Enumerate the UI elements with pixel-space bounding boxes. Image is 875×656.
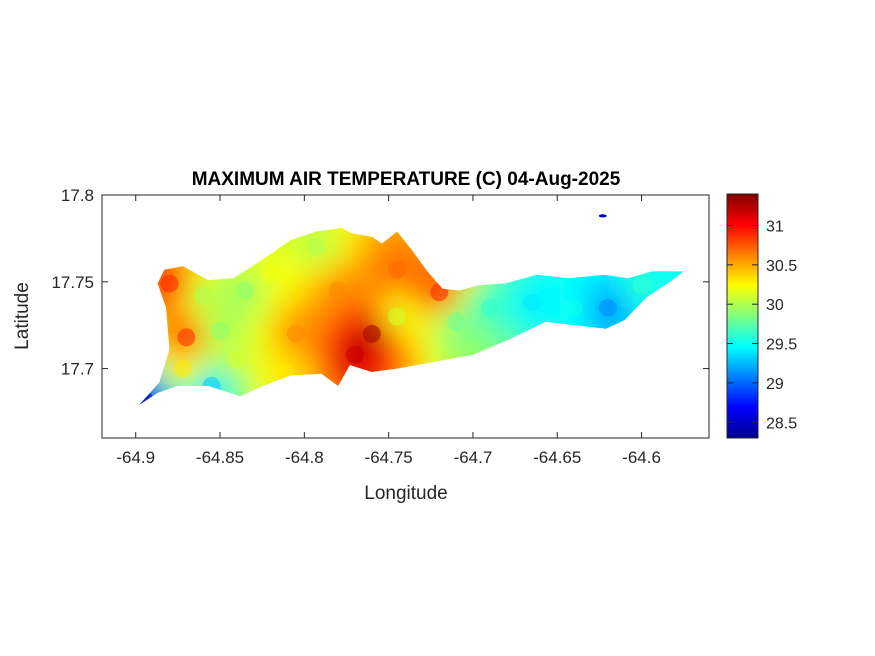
colorbar-ticks: 28.5 29 29.5 30 30.5 31: [727, 218, 797, 432]
x-axis: -64.9 -64.85 -64.8 -64.75 -64.7 -64.65 -64.6: [116, 195, 661, 467]
station-point: [160, 274, 179, 293]
x-tick-label: -64.75: [365, 448, 413, 467]
station-point: [345, 345, 364, 364]
colorbar: [726, 193, 759, 439]
axes-box: [101, 194, 710, 439]
station-point: [362, 324, 381, 343]
station-point: [388, 307, 407, 326]
offshore-cay: [598, 214, 607, 218]
x-tick-label: -64.7: [454, 448, 493, 467]
colorbar-tick-label: 30.5: [766, 258, 797, 275]
station-point: [227, 350, 246, 369]
x-tick-label: -64.9: [116, 448, 155, 467]
x-tick-label: -64.6: [622, 448, 661, 467]
station-point: [565, 298, 584, 317]
station-point: [177, 328, 196, 347]
station-point: [173, 359, 192, 378]
station-point: [447, 312, 466, 331]
station-point: [329, 281, 348, 300]
station-point: [211, 321, 230, 340]
colorbar-tick-label: 30: [766, 297, 784, 314]
station-point: [194, 286, 213, 305]
station-point: [522, 293, 541, 312]
station-point: [286, 324, 305, 343]
y-axis: 17.7 17.75 17.8: [51, 186, 709, 379]
chart-title: MAXIMUM AIR TEMPERATURE (C) 04-Aug-2025: [192, 169, 621, 190]
y-axis-label: Latitude: [12, 282, 33, 350]
x-tick-label: -64.85: [196, 448, 244, 467]
station-point: [307, 238, 326, 257]
y-tick-label: 17.75: [51, 273, 94, 292]
station-point: [598, 298, 617, 317]
colorbar-tick-label: 28.5: [766, 415, 797, 432]
station-point: [236, 281, 255, 300]
x-tick-label: -64.8: [285, 448, 324, 467]
offshore-point-layer: [598, 214, 607, 218]
y-tick-label: 17.8: [61, 186, 94, 205]
colorbar-tick-label: 31: [766, 218, 784, 235]
x-tick-label: -64.65: [533, 448, 581, 467]
x-axis-label: Longitude: [364, 483, 447, 504]
colorbar-tick-label: 29: [766, 376, 784, 393]
y-tick-label: 17.7: [61, 360, 94, 379]
station-point: [388, 260, 407, 279]
station-point: [632, 276, 651, 295]
station-point: [261, 264, 280, 283]
colorbar-tick-label: 29.5: [766, 337, 797, 354]
station-point: [480, 298, 499, 317]
